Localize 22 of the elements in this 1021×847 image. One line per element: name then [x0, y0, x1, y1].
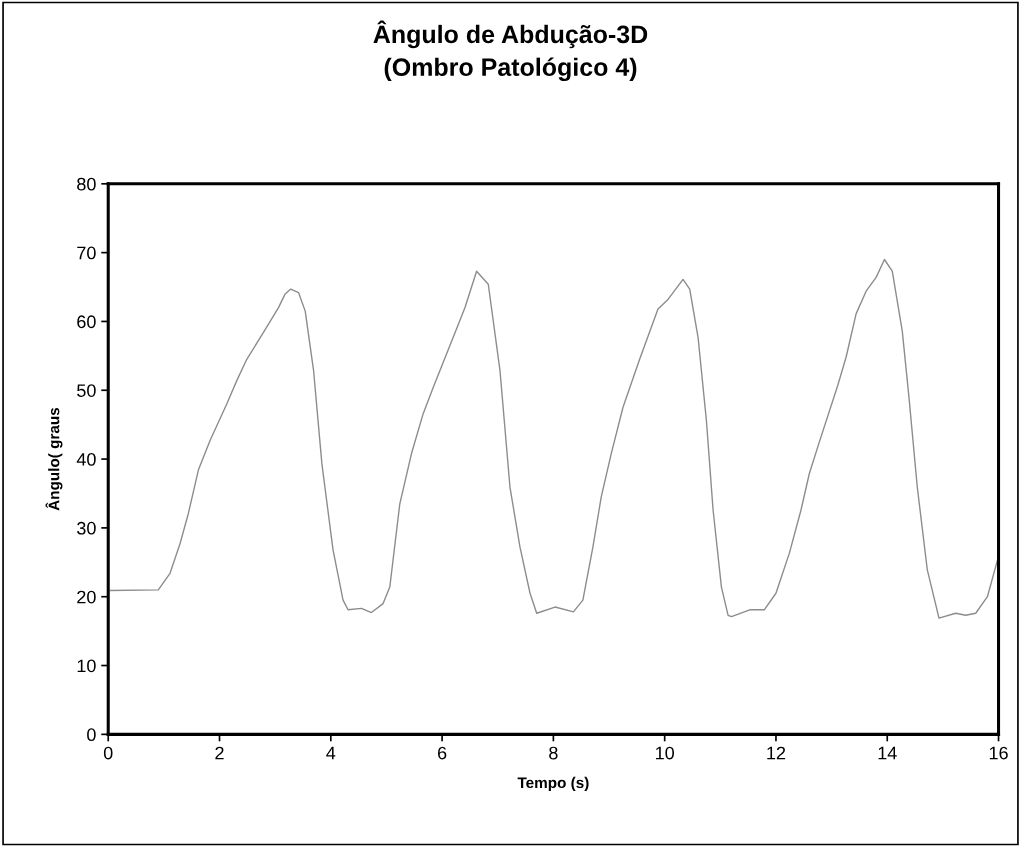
y-tick-label: 80 — [77, 177, 96, 191]
y-tick-label: 50 — [77, 384, 96, 397]
x-axis-title: Tempo (s) — [517, 776, 589, 792]
y-tick-label: 30 — [77, 521, 96, 535]
x-tick-label: 2 — [215, 746, 224, 760]
x-tick-label: 0 — [103, 746, 113, 760]
x-tick-label: 14 — [878, 746, 897, 760]
y-tick-label: 70 — [77, 246, 96, 260]
y-axis-title: Ângulo( graus — [45, 407, 63, 511]
x-tick-label: 8 — [549, 746, 558, 760]
y-tick-label: 10 — [77, 659, 96, 673]
y-tick-label: 40 — [76, 453, 96, 466]
x-tick-label: 4 — [326, 746, 336, 760]
x-tick-label: 10 — [656, 746, 675, 760]
y-tick-label: 60 — [77, 315, 96, 329]
chart-title: Ângulo de Abdução-3D (Ombro Patológico 4) — [373, 20, 648, 82]
x-tick-label: 12 — [767, 746, 786, 760]
x-tick-label: 16 — [989, 746, 1008, 760]
y-tick-label: 0 — [87, 728, 96, 742]
line-series — [109, 258, 999, 619]
x-tick-label: 6 — [437, 746, 447, 760]
y-tick-label: 20 — [77, 590, 96, 604]
